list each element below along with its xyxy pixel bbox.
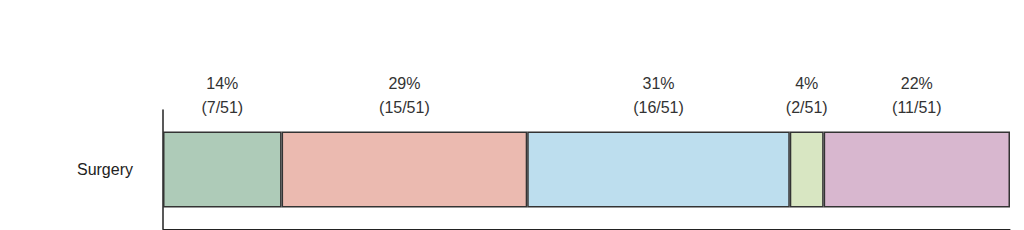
svg-text:31%: 31%: [642, 75, 674, 92]
svg-text:22%: 22%: [901, 75, 933, 92]
svg-text:(2/51): (2/51): [786, 99, 828, 116]
svg-text:(15/51): (15/51): [379, 99, 430, 116]
svg-text:(7/51): (7/51): [201, 99, 243, 116]
svg-text:Surgery: Surgery: [77, 161, 133, 178]
svg-text:(16/51): (16/51): [633, 99, 684, 116]
svg-text:(11/51): (11/51): [892, 99, 942, 116]
svg-text:14%: 14%: [206, 75, 238, 92]
svg-text:4%: 4%: [795, 75, 818, 92]
svg-text:29%: 29%: [388, 75, 420, 92]
